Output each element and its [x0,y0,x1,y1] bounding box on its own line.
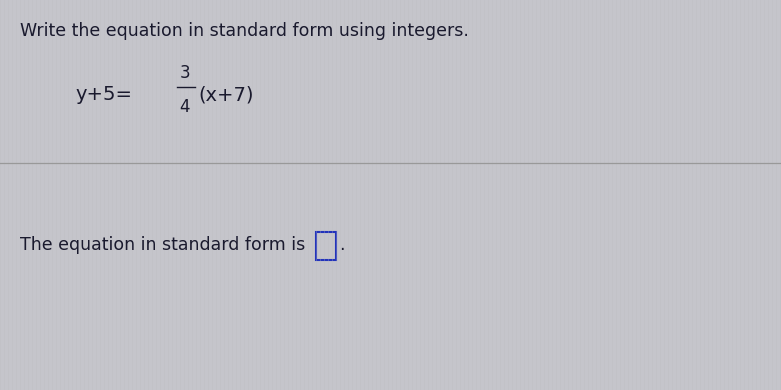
Text: 4: 4 [180,98,191,116]
Text: (x+7): (x+7) [198,85,254,105]
Text: y+5=: y+5= [75,85,132,105]
Text: .: . [339,236,344,254]
Text: The equation in standard form is: The equation in standard form is [20,236,305,254]
Text: Write the equation in standard form using integers.: Write the equation in standard form usin… [20,22,469,40]
Bar [316,232,336,260]
Text: 3: 3 [180,64,191,82]
